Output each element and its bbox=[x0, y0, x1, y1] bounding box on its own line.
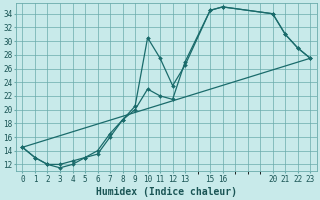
X-axis label: Humidex (Indice chaleur): Humidex (Indice chaleur) bbox=[96, 186, 237, 197]
